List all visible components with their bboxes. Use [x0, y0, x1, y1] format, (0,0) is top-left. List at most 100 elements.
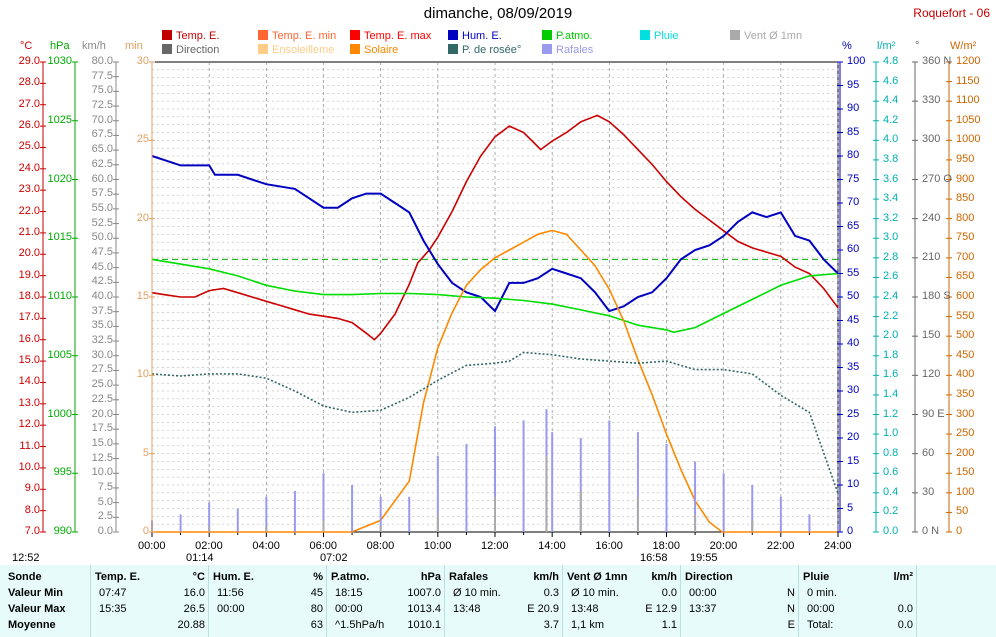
legend-label: Direction: [176, 44, 220, 56]
axis-tick-label-temp: 10.0: [18, 460, 40, 473]
unit-label-min: min: [125, 40, 143, 52]
summary-text: ^1.5hPa/h: [335, 619, 385, 631]
axis-tick-label-dir: 270 O: [922, 172, 952, 185]
legend-item: Temp. E. min: [258, 30, 336, 42]
x-axis-time-label: 02:00: [195, 540, 223, 552]
axis-tick-label-dir: 330: [922, 94, 941, 107]
axis-tick-label-press: 1015: [47, 231, 72, 244]
x-axis-time-label: 08:00: [366, 540, 395, 552]
axis-tick-label-temp: 25.0: [18, 140, 40, 153]
axis-tick-label-solar: 150: [956, 466, 975, 479]
axis-tick-label-rain: 2.8: [883, 250, 899, 263]
axis-tick-label-wind: 40.0: [91, 290, 113, 302]
legend-item: Temp. E. max: [350, 30, 431, 42]
x-axis-time-label: 04:00: [252, 540, 280, 552]
axis-tick-label-rain: 0.8: [883, 446, 899, 459]
axis-tick-label-press: 995: [53, 466, 72, 479]
axis-tick-label-wind: 65.0: [91, 143, 113, 156]
summary-text: 0.3: [543, 587, 559, 599]
legend-label: Pluie: [654, 30, 679, 42]
axis-tick-label-dir: 300: [922, 133, 941, 146]
axis-tick-label-minutes: 25: [136, 133, 149, 146]
summary-text: km/h: [651, 571, 677, 583]
axis-tick-label-dir: 60: [922, 446, 935, 459]
summary-text: N: [787, 587, 795, 599]
summary-text: Moyenne: [8, 619, 56, 631]
axis-tick-label-solar: 450: [956, 348, 975, 361]
axis-tick-label-hum: 35: [847, 360, 860, 373]
summary-text: 13:37: [689, 603, 717, 615]
axis-tick-label-temp: 17.0: [18, 311, 40, 324]
legend-label: P. de rosée°: [462, 44, 522, 56]
panel-separator: [90, 565, 91, 637]
legend-item: Temp. E.: [162, 30, 219, 42]
axis-tick-label-wind: 17.5: [91, 422, 113, 435]
legend-item: P. de rosée°: [448, 44, 521, 56]
series-p-de-ros-e: [151, 351, 839, 494]
axis-tick-label-solar: 0: [956, 525, 963, 537]
legend-item: Rafales: [542, 44, 593, 56]
legend-label: Hum. E.: [462, 30, 502, 42]
axis-tick-label-minutes: 15: [136, 290, 149, 302]
legend-label: Temp. E.: [176, 30, 220, 42]
axis-tick-label-solar: 350: [956, 387, 975, 400]
axis-tick-label-dir: 150: [922, 329, 941, 342]
legend-item: Vent Ø 1mn: [730, 30, 802, 42]
series-hum-e: [151, 155, 839, 313]
summary-text: Direction: [685, 571, 733, 583]
axis-tick-label-hum: 30: [847, 384, 860, 396]
summary-text: 00:00: [335, 603, 363, 615]
axis-tick-label-wind: 32.5: [91, 334, 113, 347]
axis-tick-label-rain: 1.2: [883, 407, 899, 420]
x-axis-time-label: 14:00: [538, 540, 566, 552]
legend-label: Temp. E. min: [272, 30, 337, 42]
legend-item: Direction: [162, 44, 219, 56]
axis-tick-label-wind: 30.0: [91, 348, 113, 361]
axis-tick-label-hum: 25: [847, 407, 860, 420]
summary-text: 00:00: [689, 587, 717, 599]
legend-label: P.atmo.: [556, 30, 593, 42]
axis-tick-label-hum: 55: [847, 266, 860, 279]
axis-tick-label-temp: 13.0: [18, 396, 40, 409]
axis-tick-label-temp: 16.0: [18, 332, 40, 345]
unit-label-press: hPa: [50, 40, 70, 52]
summary-text: Valeur Min: [8, 587, 64, 599]
axis-tick-label-solar: 250: [956, 427, 975, 440]
axis-tick-label-temp: 8.0: [24, 503, 40, 516]
axis-tick-label-hum: 85: [847, 125, 860, 138]
summary-text: 1013.4: [407, 603, 441, 615]
x-axis-time-label: 24:00: [824, 540, 852, 552]
axis-tick-label-minutes: 30: [136, 55, 149, 67]
axis-tick-label-wind: 52.5: [91, 216, 113, 229]
axis-tick-label-rain: 4.6: [883, 74, 899, 87]
marker-sunrise: 07:02: [320, 552, 348, 564]
axis-tick-label-rain: 2.6: [883, 270, 899, 283]
summary-text: 00:00: [807, 603, 835, 615]
axis-tick-label-hum: 70: [847, 196, 860, 208]
axis-tick-label-dir: 120: [922, 368, 941, 381]
summary-text: Ø 10 min.: [453, 587, 501, 599]
series-p-atmo: [151, 258, 839, 334]
axis-tick-label-temp: 21.0: [18, 225, 40, 238]
axis-tick-label-dir: 180 S: [922, 290, 951, 302]
legend-swatch: [258, 44, 268, 54]
axis-tick-label-rain: 3.6: [883, 172, 899, 185]
panel-separator: [916, 565, 917, 637]
axis-tick-label-wind: 22.5: [91, 392, 113, 405]
axis-tick-label-wind: 0.0: [97, 525, 113, 537]
axis-tick-label-solar: 550: [956, 309, 975, 322]
legend-label: Rafales: [556, 44, 594, 56]
unit-label-solar: W/m²: [950, 40, 977, 52]
axis-tick-label-temp: 9.0: [24, 482, 40, 495]
axis-tick-label-minutes: 10: [136, 368, 149, 381]
x-axis-time-label: 12:00: [481, 540, 509, 552]
axis-tick-label-rain: 1.4: [883, 387, 899, 400]
summary-text: 1,1 km: [571, 619, 605, 631]
marker-moon-rise: 12:52: [12, 552, 40, 564]
axis-tick-label-hum: 5: [847, 501, 854, 514]
axis-tick-label-dir: 210: [922, 250, 941, 263]
axis-tick-label-rain: 0.0: [883, 525, 899, 537]
axis-tick-label-rain: 3.8: [883, 152, 899, 165]
chart-title: dimanche, 08/09/2019: [423, 5, 573, 22]
axis-tick-label-wind: 35.0: [91, 319, 113, 332]
